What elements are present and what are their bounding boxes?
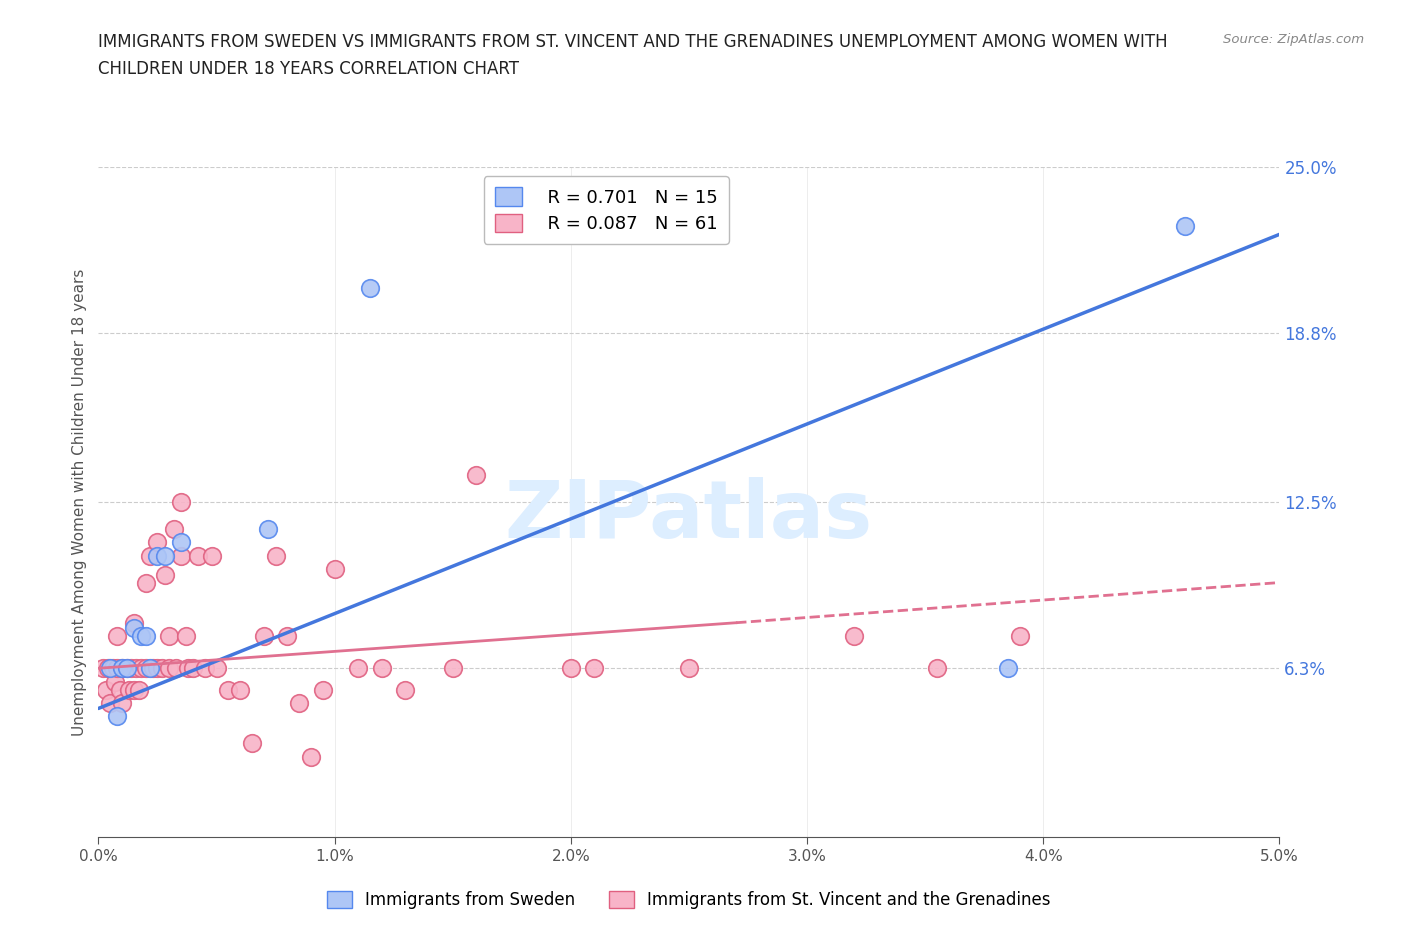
Point [121,661,143,676]
Point [111,696,134,711]
Point [98,696,121,711]
Point [111,661,134,676]
Point [146,535,169,550]
Point [288,696,311,711]
Point [1008,629,1031,644]
Point [253,629,276,644]
Point [97,661,120,676]
Point [91,661,114,676]
Point [139,661,162,676]
Point [997,661,1019,676]
Point [217,683,239,698]
Point [583,661,606,676]
Point [157,629,180,644]
Point [105,709,128,724]
Point [441,661,464,676]
Point [128,683,150,698]
Point [299,750,322,764]
Point [678,661,700,676]
Point [150,661,173,676]
Point [122,683,145,698]
Point [181,661,204,676]
Point [125,661,148,676]
Point [170,495,193,510]
Point [135,629,157,644]
Point [240,736,263,751]
Point [170,549,193,564]
Point [229,683,252,698]
Point [187,549,209,564]
Point [94,683,117,698]
Point [201,549,224,564]
Point [394,683,416,698]
Point [177,661,200,676]
Point [146,549,169,564]
Point [111,661,134,676]
Point [153,549,176,564]
Point [170,535,193,550]
Legend: Immigrants from Sweden, Immigrants from St. Vincent and the Grenadines: Immigrants from Sweden, Immigrants from … [321,884,1057,916]
Point [98,661,121,676]
Point [118,683,141,698]
Point [108,683,131,698]
Point [129,629,152,644]
Point [101,661,124,676]
Point [122,620,145,635]
Point [129,661,152,676]
Point [264,549,287,564]
Point [194,661,217,676]
Point [844,629,866,644]
Point [257,522,280,537]
Point [174,629,197,644]
Text: IMMIGRANTS FROM SWEDEN VS IMMIGRANTS FROM ST. VINCENT AND THE GRENADINES UNEMPLO: IMMIGRANTS FROM SWEDEN VS IMMIGRANTS FRO… [98,33,1168,50]
Point [157,661,180,676]
Point [142,661,165,676]
Point [115,661,138,676]
Point [465,468,488,483]
Point [276,629,298,644]
Point [925,661,948,676]
Point [104,674,127,689]
Point [1174,219,1197,233]
Point [163,522,186,537]
Text: Source: ZipAtlas.com: Source: ZipAtlas.com [1223,33,1364,46]
Point [139,549,162,564]
Point [153,567,176,582]
Y-axis label: Unemployment Among Women with Children Under 18 years: Unemployment Among Women with Children U… [72,269,87,736]
Point [115,661,138,676]
Point [347,661,370,676]
Text: ZIPatlas: ZIPatlas [505,476,873,554]
Point [135,661,157,676]
Point [371,661,394,676]
Point [359,281,381,296]
Point [122,616,145,631]
Point [105,629,128,644]
Point [165,661,187,676]
Text: CHILDREN UNDER 18 YEARS CORRELATION CHART: CHILDREN UNDER 18 YEARS CORRELATION CHAR… [98,60,519,78]
Point [560,661,582,676]
Point [323,562,346,577]
Point [312,683,335,698]
Point [135,575,157,590]
Point [105,661,128,676]
Point [205,661,228,676]
Point [146,661,169,676]
